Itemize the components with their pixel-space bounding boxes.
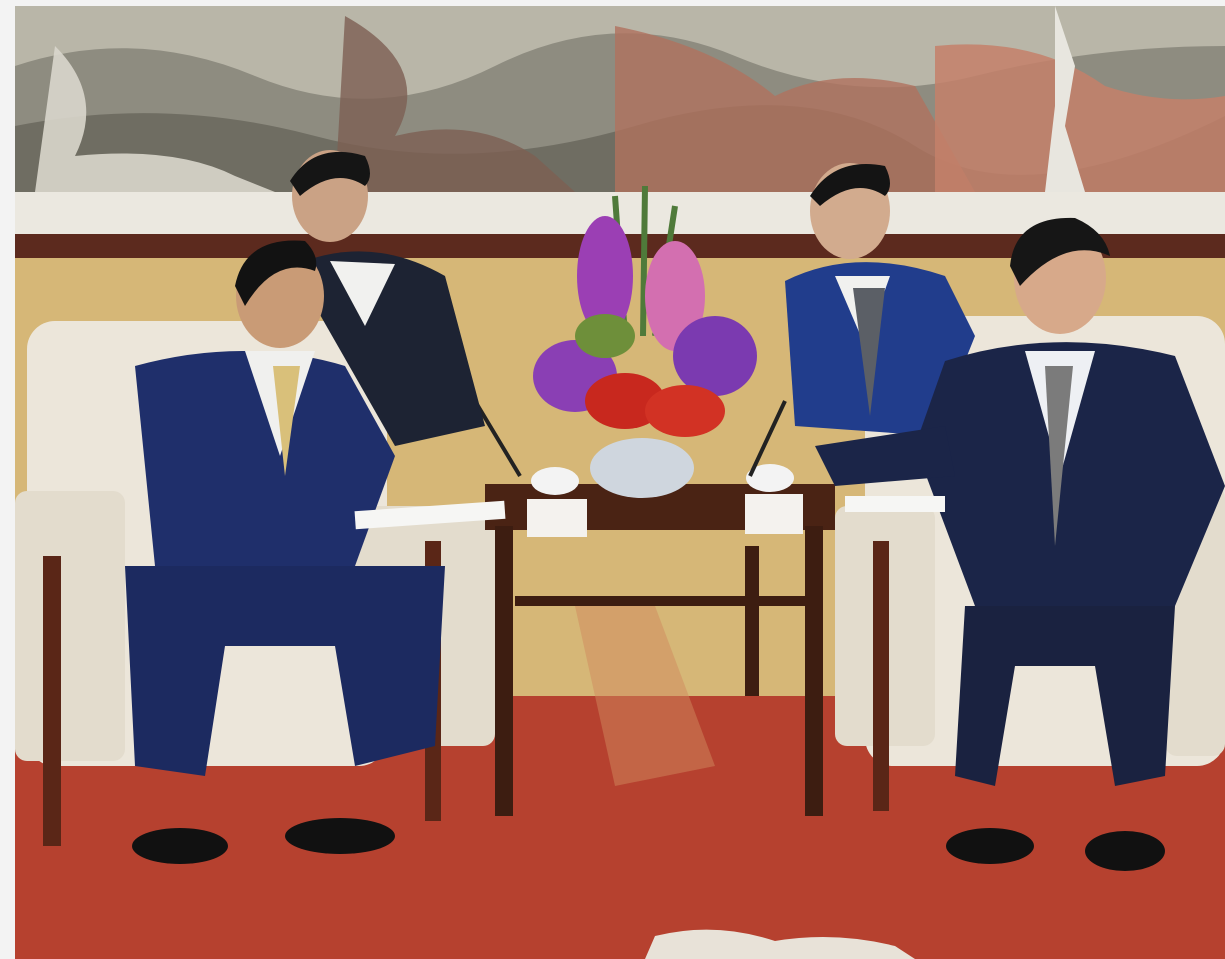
floor-mat: [645, 929, 915, 959]
person-host-right: [815, 217, 1225, 871]
microphone-right: [748, 400, 787, 477]
microphone-left: [473, 399, 522, 478]
landscape-painting: [15, 6, 1225, 193]
person-interpreter-right: [785, 163, 975, 436]
meeting-scene: [15, 6, 1225, 959]
tea-cup-right: [746, 464, 794, 492]
flower-arrangement: [533, 185, 757, 498]
papers-right: [845, 496, 945, 512]
name-plate-right: [745, 494, 803, 534]
person-interpreter-left: [290, 150, 485, 446]
meeting-photo: [15, 6, 1225, 959]
tea-cup-left: [531, 467, 579, 495]
papers-left: [354, 500, 506, 530]
name-plate-left: [527, 499, 587, 537]
person-guest-left: [125, 240, 445, 864]
